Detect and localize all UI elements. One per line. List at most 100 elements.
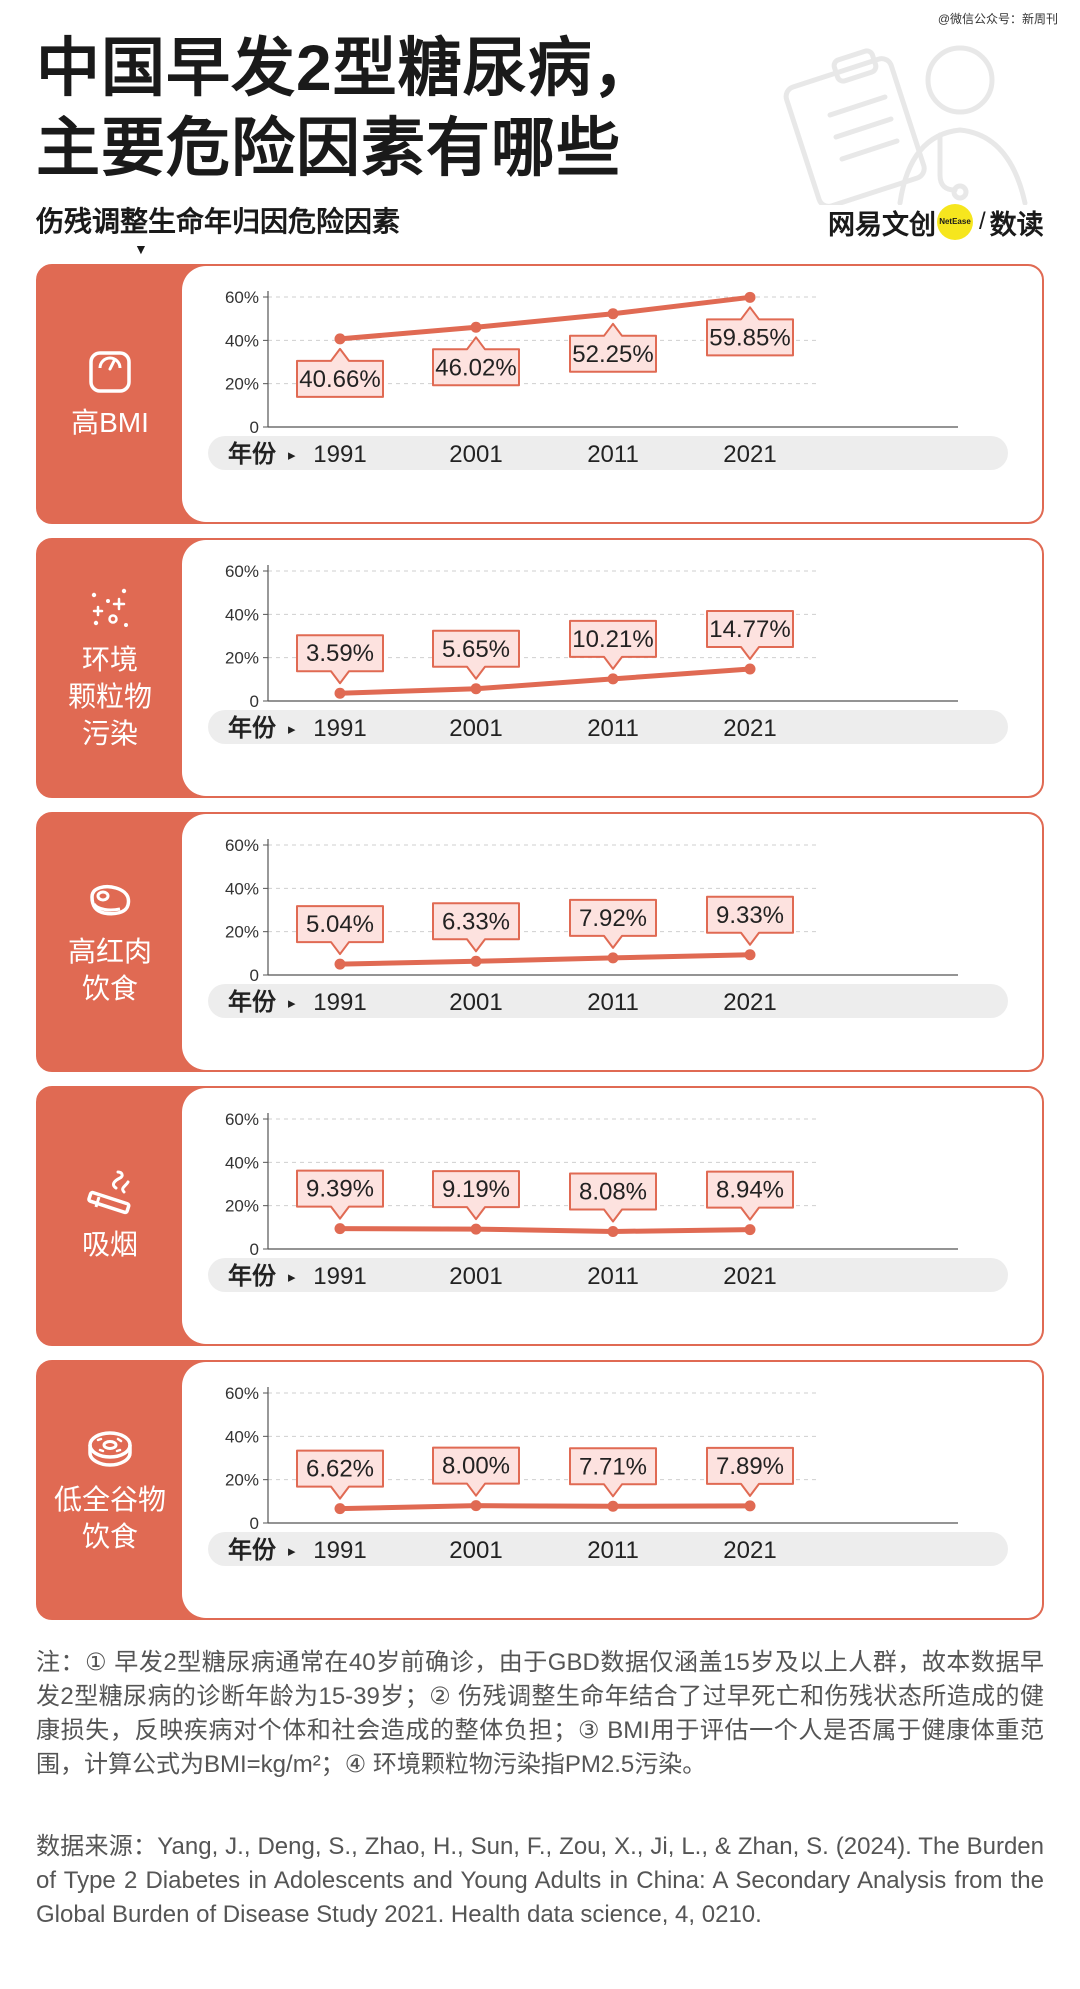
data-label: 40.66% [296,347,384,398]
panel-red-meat-diet: 高红肉 饮食 0 20% 40% 60% 年份 ▸ 1991 2001 2011 2021 5.04… [36,812,1044,1072]
data-label-bubble [296,1449,384,1500]
particles-icon [91,588,128,627]
data-label: 8.00% [432,1446,520,1497]
data-point [744,663,756,675]
data-label-bubble [569,1447,657,1498]
data-label: 6.62% [296,1449,384,1500]
data-point [334,687,346,699]
data-label-text: 8.94% [716,1177,784,1204]
data-label: 14.77% [706,609,794,660]
data-label-bubble [432,629,520,680]
brand-slash: / [979,208,986,235]
x-tick-label: 2011 [587,1263,639,1290]
x-axis-arrow-icon: ▸ [288,994,296,1012]
y-tick-label: 20% [225,1197,259,1216]
x-tick-label: 2011 [587,989,639,1016]
meat-icon [90,884,131,916]
x-axis-band [208,710,1008,744]
y-tick-label: 40% [225,605,259,624]
data-label-bubble [706,609,794,660]
data-label: 9.19% [432,1170,520,1221]
data-label: 5.65% [432,629,520,680]
data-label: 7.71% [569,1447,657,1498]
cigarette-icon [87,1170,131,1214]
footnote: 注：① 早发2型糖尿病通常在40岁前确诊，由于GBD数据仅涵盖15岁及以上人群，… [36,1649,1044,1778]
data-point [334,958,346,970]
title-line-1: 中国早发2型糖尿病， [36,32,658,104]
data-label-text: 59.85% [709,324,790,351]
chart-area: 0 20% 40% 60% 年份 ▸ 1991 2001 2011 2021 3.59% 5.65% 1… [182,540,1042,796]
data-label: 46.02% [432,336,520,387]
data-label-bubble [569,619,657,670]
x-axis-arrow-icon: ▸ [288,446,296,464]
y-tick-label: 20% [225,1471,259,1490]
x-axis-band [208,436,1008,470]
data-label: 5.04% [296,905,384,956]
x-axis-title: 年份 [228,988,277,1016]
data-label-text: 5.04% [306,911,374,938]
data-label-bubble [432,336,520,387]
y-tick-label: 60% [225,288,259,307]
x-tick-label: 1991 [313,989,366,1016]
data-point [334,333,346,345]
data-label-text: 8.08% [579,1178,647,1205]
data-label-text: 5.65% [442,636,510,663]
panel-label: 吸烟 [38,1088,182,1344]
brand-logo: 网易文创 NetEase / 数读 [828,202,1044,242]
data-label: 9.33% [706,895,794,946]
x-tick-label: 1991 [313,441,366,468]
doctor-clipboard-illustration [783,45,1028,205]
y-tick-label: 60% [225,1384,259,1403]
x-tick-label: 2021 [723,441,776,468]
data-label: 7.92% [569,898,657,949]
data-label: 10.21% [569,619,657,670]
data-point [470,1500,482,1512]
subtitle-down-arrow-icon: ▼ [134,241,148,257]
panel-particulate-pollution: 环境 颗粒物 污染 0 20% 40% 60% 年份 ▸ 1991 2001 2011 2021 3… [36,538,1044,798]
data-label-bubble [706,306,794,357]
line-chart: 0 20% 40% 60% 年份 ▸ 1991 2001 2011 2021 3.59% 5.65% 1… [208,562,1008,744]
title-line-2: 主要危险因素有哪些 [36,112,621,184]
y-tick-label: 20% [225,375,259,394]
panel-title: 吸烟 [81,1228,138,1260]
y-tick-label: 0 [250,966,259,985]
chart-area: 0 20% 40% 60% 年份 ▸ 1991 2001 2011 2021 5.04% 6.33% 7… [182,814,1042,1070]
x-axis-arrow-icon: ▸ [288,1268,296,1286]
y-tick-label: 20% [225,923,259,942]
data-label-text: 8.00% [442,1453,510,1480]
data-label-text: 9.19% [442,1176,510,1203]
y-tick-label: 60% [225,836,259,855]
line-chart: 0 20% 40% 60% 年份 ▸ 1991 2001 2011 2021 5.04% 6.33% 7… [208,836,1008,1018]
chart-area: 0 20% 40% 60% 年份 ▸ 1991 2001 2011 2021 6.62% 8.00% 7… [182,1362,1042,1618]
data-label-bubble [296,1169,384,1220]
x-tick-label: 2021 [723,1263,776,1290]
data-label-bubble [432,1446,520,1497]
y-tick-label: 60% [225,562,259,581]
data-point [470,1223,482,1235]
data-label-bubble [432,902,520,953]
x-axis-title: 年份 [228,1536,277,1564]
panel-title: 低全谷物 饮食 [53,1484,166,1552]
panel-high-bmi: 高BMI 0 20% 40% 60% 年份 ▸ 1991 2001 2011 2021 40.66%… [36,264,1044,524]
data-label: 6.33% [432,902,520,953]
data-label-text: 46.02% [435,354,516,381]
panel-label: 环境 颗粒物 污染 [38,540,182,796]
data-label-text: 52.25% [572,341,653,368]
page-title: 中国早发2型糖尿病， 主要危险因素有哪些 [36,28,658,188]
data-point [334,1223,346,1235]
x-tick-label: 2011 [587,441,639,468]
x-axis-title: 年份 [228,714,277,742]
y-tick-label: 20% [225,649,259,668]
data-label: 7.89% [706,1446,794,1497]
data-label: 52.25% [569,322,657,373]
panel-label: 高红肉 饮食 [38,814,182,1070]
y-tick-label: 0 [250,1514,259,1533]
y-tick-label: 40% [225,1153,259,1172]
series-line [337,1503,753,1512]
panel-low-whole-grain-diet: 低全谷物 饮食 0 20% 40% 60% 年份 ▸ 1991 2001 2011 2021 6.6… [36,1360,1044,1620]
x-tick-label: 2011 [587,715,639,742]
x-axis-title: 年份 [228,440,277,468]
chart-area: 0 20% 40% 60% 年份 ▸ 1991 2001 2011 2021 40.66% 46.02… [182,266,1042,522]
data-point [607,1225,619,1237]
x-tick-label: 2021 [723,989,776,1016]
